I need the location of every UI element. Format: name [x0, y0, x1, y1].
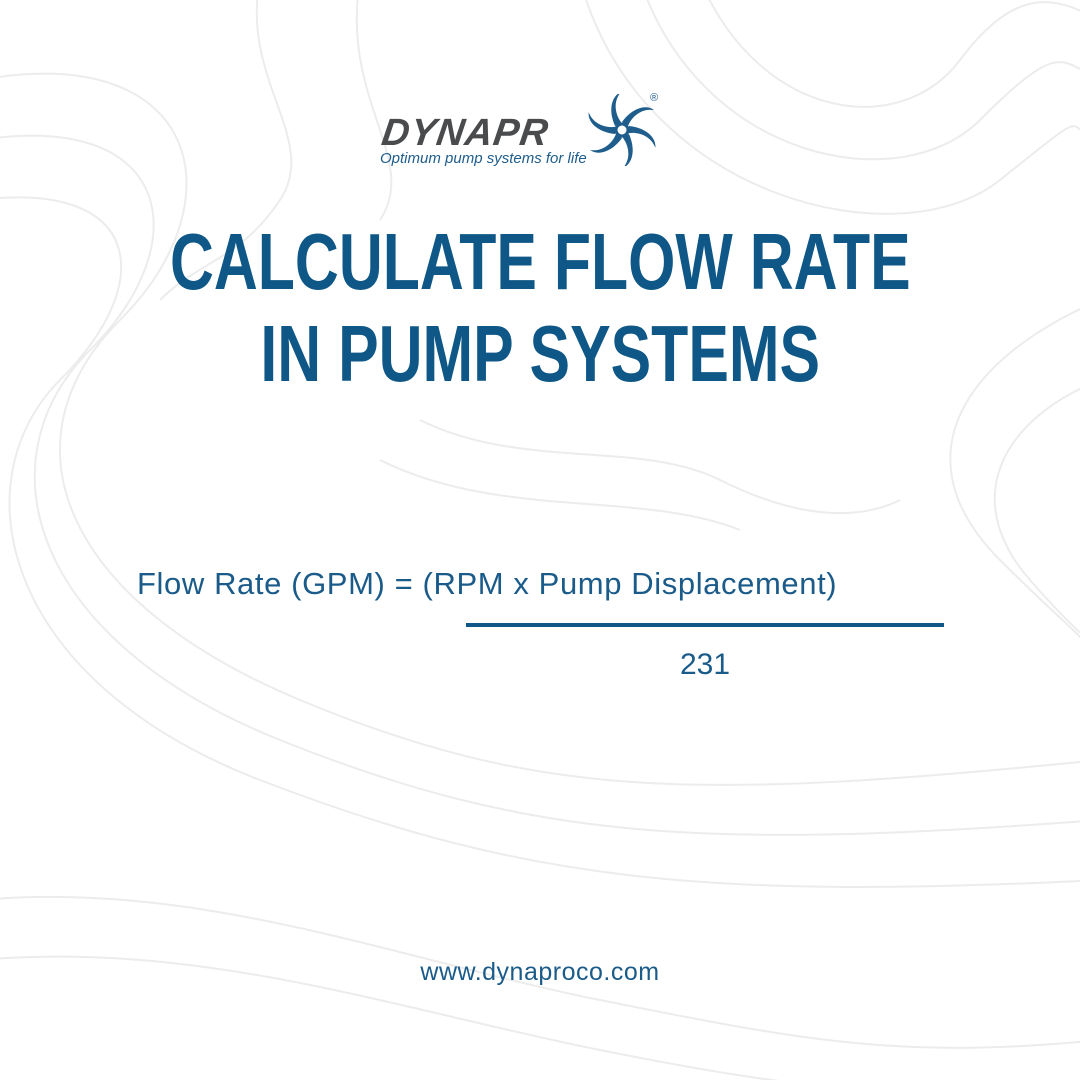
logo-tagline: Optimum pump systems for life: [380, 150, 587, 167]
website-link[interactable]: www.dynaproco.com: [420, 958, 660, 986]
page-title-line-1: CALCULATE FLOW RATE: [0, 222, 1080, 302]
formula-denominator: 231: [680, 648, 731, 681]
page-title-line-2: IN PUMP SYSTEMS: [0, 314, 1080, 394]
dynapro-logo: DYNAPRO Optimum pump systems for life ®: [378, 92, 668, 172]
formula-numerator: Flow Rate (GPM) = (RPM x Pump Displaceme…: [137, 566, 838, 601]
title-text-1: CALCULATE FLOW RATE: [169, 217, 911, 306]
fraction-bar: [466, 623, 944, 627]
title-text-2: IN PUMP SYSTEMS: [260, 309, 820, 398]
impeller-icon: [588, 94, 656, 166]
logo-wordmark: DYNAPRO: [379, 112, 583, 154]
registered-mark: ®: [650, 92, 659, 104]
